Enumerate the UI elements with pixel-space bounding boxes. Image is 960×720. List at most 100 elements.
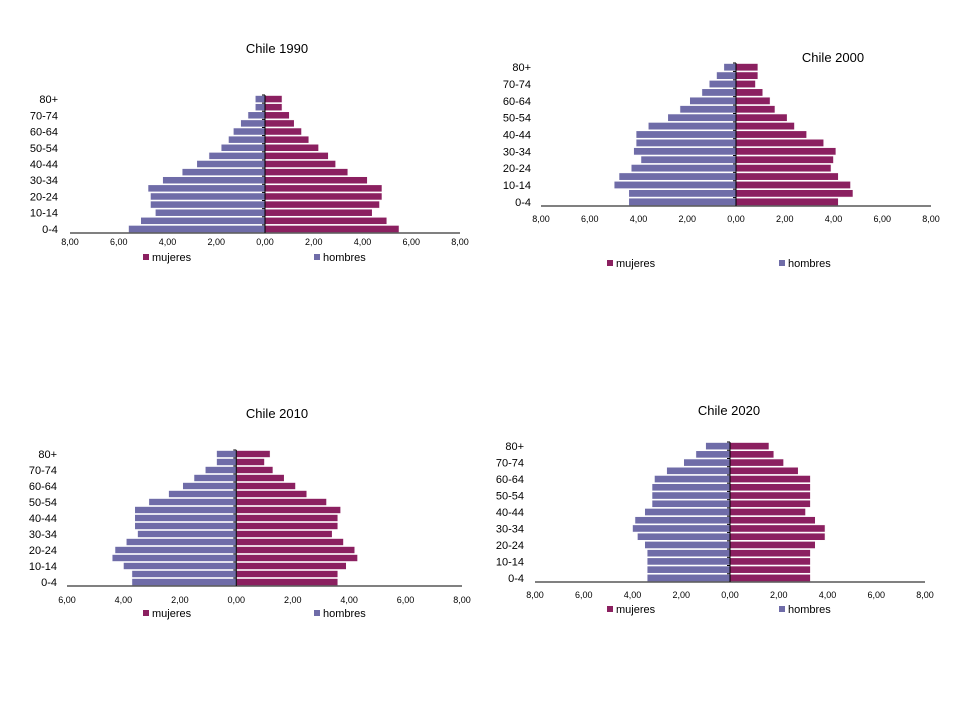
- bar-mujeres-25-29: [264, 184, 383, 193]
- bar-hombres-15-19: [646, 549, 731, 558]
- x-tick-label: 2,00: [770, 590, 788, 600]
- bar-mujeres-80+: [264, 95, 283, 103]
- category-label: 80+: [505, 441, 524, 453]
- bar-mujeres-35-39: [729, 516, 816, 525]
- chart-title: Chile 2020: [698, 403, 760, 418]
- bar-hombres-70-74: [683, 458, 731, 467]
- bar-hombres-65-69: [666, 466, 731, 475]
- bar-mujeres-0-4: [235, 578, 339, 586]
- category-label: 40-44: [496, 507, 524, 519]
- bar-mujeres-20-24: [729, 541, 816, 549]
- bar-hombres-60-64: [654, 475, 731, 483]
- category-label: 20-24: [29, 545, 57, 557]
- bar-hombres-25-29: [637, 532, 731, 541]
- bar-mujeres-50-54: [264, 143, 319, 152]
- bar-mujeres-45-49: [729, 499, 811, 508]
- bar-hombres-50-54: [651, 491, 731, 500]
- x-tick-label: 6,00: [873, 214, 891, 224]
- x-tick-label: 2,00: [776, 214, 794, 224]
- bar-mujeres-50-54: [735, 113, 788, 122]
- bar-hombres-40-44: [635, 130, 737, 139]
- bar-mujeres-45-49: [235, 506, 341, 514]
- bar-hombres-80+: [216, 450, 237, 458]
- bar-hombres-35-39: [635, 138, 737, 147]
- category-label: 60-64: [496, 474, 524, 486]
- bar-hombres-35-39: [134, 522, 237, 530]
- bar-hombres-65-69: [240, 119, 266, 128]
- bar-mujeres-70-74: [729, 458, 784, 467]
- bar-mujeres-55-59: [729, 483, 811, 492]
- bar-hombres-40-44: [134, 514, 237, 522]
- legend-swatch-mujeres: [143, 610, 149, 616]
- category-label: 0-4: [41, 577, 57, 589]
- bar-hombres-10-14: [646, 557, 731, 566]
- x-tick-label: 6,00: [397, 595, 415, 605]
- bar-hombres-25-29: [640, 155, 737, 164]
- chart-legend: mujeres hombres: [607, 258, 831, 270]
- category-label: 70-74: [29, 465, 57, 477]
- bar-mujeres-10-14: [235, 562, 347, 570]
- bar-hombres-55-59: [228, 135, 266, 144]
- bar-hombres-75-79: [716, 71, 737, 80]
- x-tick-label: 6,00: [110, 237, 128, 247]
- bar-hombres-65-69: [701, 88, 737, 97]
- category-label: 30-34: [29, 529, 57, 541]
- x-tick-label: 6,00: [867, 590, 885, 600]
- chart-title: Chile 1990: [246, 41, 308, 56]
- bar-mujeres-65-69: [235, 474, 285, 482]
- x-tick-label: 6,00: [402, 237, 420, 247]
- x-tick-label: 8,00: [61, 237, 79, 247]
- bar-mujeres-75-79: [235, 458, 265, 466]
- bar-mujeres-50-54: [729, 491, 811, 500]
- bar-mujeres-60-64: [235, 482, 296, 490]
- x-tick-label: 2,00: [284, 595, 302, 605]
- bar-hombres-40-44: [644, 508, 731, 516]
- x-tick-label: 0,00: [228, 595, 246, 605]
- legend-swatch-mujeres: [143, 254, 149, 260]
- x-tick-label: 4,00: [340, 595, 358, 605]
- category-label: 10-14: [30, 208, 58, 220]
- bar-mujeres-60-64: [264, 127, 302, 136]
- bar-hombres-60-64: [233, 127, 266, 136]
- chart-legend: mujeres hombres: [143, 252, 366, 264]
- category-label: 50-54: [503, 113, 531, 125]
- x-tick-label: 4,00: [624, 590, 642, 600]
- bar-mujeres-40-44: [264, 160, 336, 168]
- bar-mujeres-0-4: [729, 573, 811, 582]
- x-tick-label: 4,00: [115, 595, 133, 605]
- category-label: 0-4: [515, 197, 531, 209]
- category-label: 20-24: [30, 191, 58, 203]
- bar-hombres-5-9: [131, 570, 237, 578]
- x-tick-label: 6,00: [575, 590, 593, 600]
- bar-mujeres-65-69: [264, 119, 295, 128]
- bar-hombres-0-4: [628, 197, 737, 206]
- bar-hombres-75-79: [216, 458, 237, 466]
- legend-swatch-hombres: [314, 610, 320, 616]
- bar-mujeres-10-14: [264, 208, 373, 217]
- bar-mujeres-30-34: [235, 530, 333, 538]
- chart-legend: mujeres hombres: [143, 608, 366, 620]
- legend-swatch-mujeres: [607, 606, 613, 612]
- bar-hombres-75-79: [695, 450, 731, 459]
- bar-hombres-20-24: [630, 164, 737, 173]
- bar-mujeres-15-19: [264, 200, 380, 209]
- x-tick-label: 4,00: [630, 214, 648, 224]
- bar-mujeres-75-79: [735, 71, 759, 80]
- bar-mujeres-70-74: [235, 466, 274, 474]
- legend-label-mujeres: mujeres: [616, 258, 656, 270]
- bar-mujeres-0-4: [735, 197, 839, 206]
- pyramid-chart-4: Chile 2020 0-4 10-14 20-24 30-34 40-44 50-54 60…: [496, 403, 934, 616]
- bar-hombres-20-24: [150, 192, 266, 201]
- bar-mujeres-40-44: [729, 508, 806, 516]
- x-tick-label: 8,00: [916, 590, 934, 600]
- bar-hombres-0-4: [131, 578, 237, 586]
- x-tick-label: 4,00: [354, 237, 372, 247]
- bar-mujeres-15-19: [735, 172, 839, 181]
- bar-mujeres-55-59: [235, 490, 308, 498]
- x-tick-label: 4,00: [825, 214, 843, 224]
- bar-hombres-50-54: [148, 498, 237, 506]
- chart-title: Chile 2000: [802, 50, 864, 65]
- legend-swatch-hombres: [314, 254, 320, 260]
- legend-label-mujeres: mujeres: [616, 604, 656, 616]
- bar-hombres-40-44: [196, 160, 266, 168]
